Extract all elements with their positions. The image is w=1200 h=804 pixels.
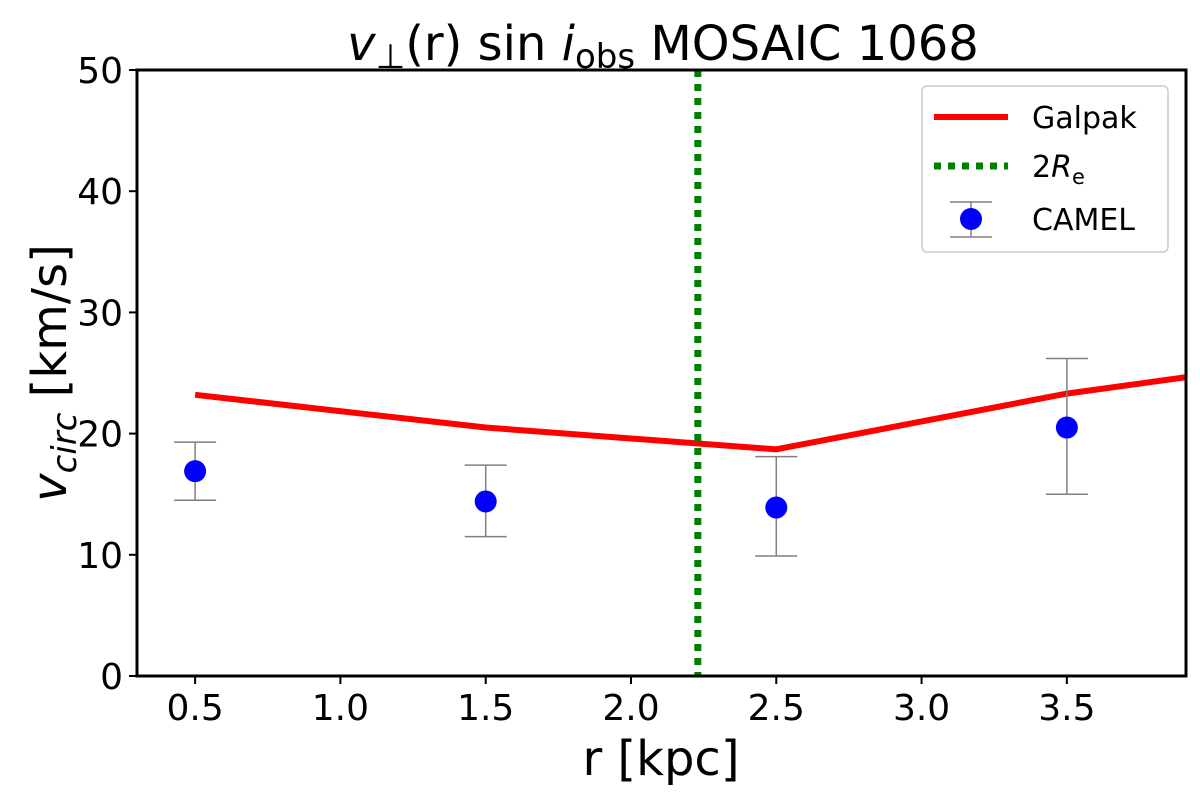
camel-marker bbox=[474, 490, 497, 513]
x-tick-label: 1.0 bbox=[312, 688, 369, 729]
x-tick-label: 1.5 bbox=[457, 688, 514, 729]
camel-marker bbox=[1055, 416, 1078, 439]
y-tick-label: 10 bbox=[77, 536, 123, 577]
y-tick-label: 30 bbox=[77, 293, 123, 334]
legend-camel-swatch bbox=[950, 201, 992, 238]
y-axis-label: vcirc [km/s] bbox=[22, 244, 85, 502]
y-tick-label: 40 bbox=[77, 172, 123, 213]
axes-frame bbox=[135, 68, 1188, 678]
y-tick-label: 50 bbox=[77, 51, 123, 92]
legend-galpak-label: Galpak bbox=[1032, 101, 1137, 136]
camel-point bbox=[1045, 357, 1088, 495]
x-tick-label: 3.5 bbox=[1038, 688, 1095, 729]
x-tick-label: 2.5 bbox=[748, 688, 805, 729]
galpak-line bbox=[194, 374, 1186, 453]
x-tick-label: 2.0 bbox=[602, 688, 659, 729]
y-tick-label: 20 bbox=[77, 415, 123, 456]
camel-marker bbox=[765, 496, 788, 519]
camel-point bbox=[464, 464, 507, 538]
camel-marker bbox=[184, 460, 207, 483]
chart-title: v⊥(r) sin iobs MOSAIC 1068 bbox=[347, 16, 979, 77]
legend-frame bbox=[921, 85, 1169, 253]
y-tick-label: 0 bbox=[100, 657, 123, 698]
plot-clip-group bbox=[174, 70, 1186, 676]
x-axis-label: r [kpc] bbox=[582, 731, 739, 787]
legend-2re-label: 2Re bbox=[1032, 150, 1085, 189]
x-tick-label: 3.0 bbox=[893, 688, 950, 729]
legend-camel-label: CAMEL bbox=[1032, 203, 1135, 238]
camel-point bbox=[174, 441, 217, 502]
legend: Galpak 2Re CAMEL bbox=[921, 85, 1169, 253]
camel-point bbox=[755, 455, 798, 557]
x-tick-label: 0.5 bbox=[166, 688, 223, 729]
plot-area: 0.5 1.0 1.5 2.0 2.5 3.0 3.5 0 10 20 30 40 50 bbox=[77, 51, 1188, 729]
